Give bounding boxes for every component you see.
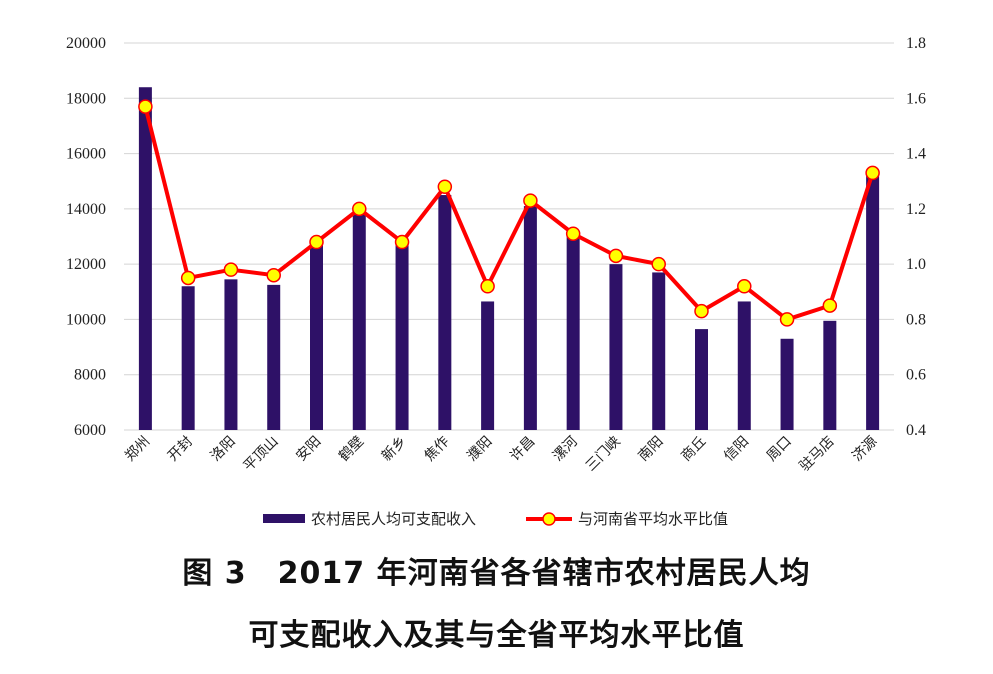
- bar: [523, 206, 537, 430]
- left-tick-label: 20000: [66, 35, 106, 52]
- bar: [224, 279, 238, 430]
- category-label: 商丘: [678, 434, 709, 465]
- left-tick-label: 10000: [66, 311, 106, 328]
- figure-caption-line-1: 图 3 2017 年河南省各省辖市农村居民人均: [182, 556, 811, 591]
- legend-bar-swatch: [263, 514, 305, 523]
- ratio-point: [352, 201, 367, 217]
- right-y-axis: 1.8 1.6 1.4 1.2 1.0 0.8 0.6 0.4: [906, 35, 926, 439]
- bar: [866, 170, 880, 430]
- category-label: 开封: [165, 434, 196, 465]
- ratio-point: [266, 267, 281, 283]
- category-label: 南阳: [635, 434, 666, 465]
- category-label: 信阳: [721, 434, 752, 465]
- ratio-point: [694, 303, 709, 319]
- dual-axis-chart: 20000 18000 16000 14000 12000 10000 8000 6000 1…: [66, 35, 926, 528]
- category-label: 周口: [764, 434, 795, 465]
- category-label: 许昌: [507, 434, 538, 465]
- bar: [737, 301, 751, 430]
- left-tick-label: 6000: [74, 422, 106, 439]
- bar: [481, 301, 495, 430]
- ratio-point: [865, 165, 880, 181]
- ratio-point: [437, 179, 453, 194]
- ratio-point: [223, 262, 239, 277]
- bar: [652, 272, 666, 430]
- right-tick-label: 0.6: [906, 367, 926, 384]
- ratio-point: [608, 248, 624, 264]
- ratio-point: [822, 298, 838, 313]
- ratio-point: [523, 193, 538, 208]
- bar: [609, 264, 623, 430]
- ratio-point: [138, 99, 153, 114]
- category-label: 漯河: [550, 434, 581, 465]
- ratio-point: [394, 234, 410, 250]
- bar: [138, 87, 152, 430]
- line-series: [138, 99, 880, 327]
- bar: [823, 320, 837, 430]
- category-label: 驻马店: [797, 434, 838, 475]
- ratio-point: [651, 256, 666, 272]
- right-tick-label: 0.4: [906, 422, 926, 439]
- legend: 农村居民人均可支配收入 与河南省平均水平比值: [263, 510, 728, 528]
- category-label: 洛阳: [208, 434, 239, 465]
- bar: [267, 284, 281, 430]
- left-tick-label: 14000: [66, 201, 106, 218]
- bar-series: [138, 87, 880, 430]
- left-tick-label: 18000: [66, 90, 106, 107]
- ratio-point: [565, 226, 581, 241]
- right-tick-label: 1.0: [906, 256, 926, 273]
- legend-line-marker: [542, 512, 556, 526]
- bar: [438, 195, 452, 430]
- legend-line-label: 与河南省平均水平比值: [578, 510, 728, 528]
- category-label: 安阳: [293, 434, 324, 465]
- legend-bar-label: 农村居民人均可支配收入: [311, 510, 476, 528]
- gridlines: [124, 42, 894, 431]
- ratio-point: [309, 234, 324, 250]
- category-label: 三门峡: [583, 434, 624, 475]
- figure-caption-line-2: 可支配收入及其与全省平均水平比值: [248, 618, 745, 653]
- category-label: 济源: [849, 434, 880, 465]
- bar: [310, 243, 323, 430]
- ratio-point: [480, 279, 495, 294]
- category-label: 鹤壁: [336, 434, 367, 465]
- right-tick-label: 1.6: [906, 90, 926, 107]
- ratio-point: [737, 279, 752, 294]
- right-tick-label: 0.8: [906, 311, 926, 328]
- category-label: 濮阳: [464, 434, 495, 465]
- left-tick-label: 8000: [74, 367, 106, 384]
- category-label: 郑州: [122, 434, 153, 465]
- right-tick-label: 1.4: [906, 146, 926, 163]
- bar: [181, 286, 195, 430]
- category-axis: 郑州 开封 洛阳 平顶山 安阳 鹤壁 新乡 焦作 濮阳 许昌 漯河 三门峡 南阳 商丘 信阳 周口 驻马店 济源: [122, 434, 880, 475]
- left-tick-label: 12000: [66, 256, 106, 273]
- bar: [780, 338, 794, 430]
- right-tick-label: 1.2: [906, 201, 926, 218]
- left-tick-label: 16000: [66, 146, 106, 163]
- bar: [352, 213, 366, 430]
- ratio-line: [143, 106, 875, 322]
- category-label: 平顶山: [241, 434, 282, 475]
- category-label: 焦作: [422, 434, 453, 465]
- right-tick-label: 1.8: [906, 35, 926, 52]
- ratio-point: [180, 270, 196, 286]
- bar: [395, 242, 409, 430]
- category-label: 新乡: [379, 434, 410, 465]
- left-y-axis: 20000 18000 16000 14000 12000 10000 8000 6000: [66, 35, 106, 439]
- bar: [695, 329, 708, 430]
- ratio-point: [779, 312, 795, 327]
- bar: [566, 236, 580, 430]
